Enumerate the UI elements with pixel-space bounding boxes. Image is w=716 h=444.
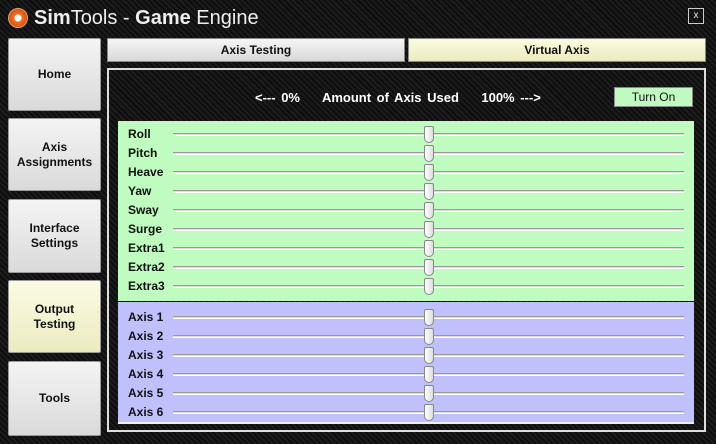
axis-label: Axis 6 [128, 405, 164, 419]
slider-thumb[interactable] [423, 278, 434, 295]
axis-row: Surge [118, 219, 694, 238]
axis-label: Heave [128, 165, 164, 179]
axis-label: Yaw [128, 184, 152, 198]
sidebar-item-interface-settings[interactable]: Interface Settings [8, 199, 101, 273]
axis-label: Axis 4 [128, 367, 164, 381]
slider-thumb[interactable] [423, 145, 434, 162]
axis-row: Heave [118, 162, 694, 181]
slider-thumb[interactable] [423, 183, 434, 200]
window-title: Sim Tools - Game Engine [8, 4, 259, 32]
game-axes-panel: Roll Pitch Heave Yaw Sway Surge Extra1 E… [118, 121, 694, 301]
axis-row: Extra2 [118, 257, 694, 276]
slider-thumb[interactable] [423, 309, 434, 326]
axis-label: Axis 3 [128, 348, 164, 362]
axis-row: Roll [118, 124, 694, 143]
axis-label: Axis 1 [128, 310, 164, 324]
axis-row: Axis 6 [118, 402, 694, 421]
tab-axis-testing[interactable]: Axis Testing [107, 38, 405, 62]
axis-row: Axis 5 [118, 383, 694, 402]
axis-usage-header: <--- 0% Amount of Axis Used 100% ---> [255, 90, 541, 105]
axis-row: Axis 4 [118, 364, 694, 383]
axis-label: Sway [128, 203, 159, 217]
sidebar-item-home[interactable]: Home [8, 38, 101, 111]
axis-label: Extra2 [128, 260, 165, 274]
sidebar-item-output-testing[interactable]: Output Testing [8, 280, 101, 353]
axis-row: Pitch [118, 143, 694, 162]
slider-thumb[interactable] [423, 259, 434, 276]
slider-thumb[interactable] [423, 347, 434, 364]
axis-label: Axis 2 [128, 329, 164, 343]
slider-thumb[interactable] [423, 328, 434, 345]
sidebar-item-axis-assignments[interactable]: Axis Assignments [8, 118, 101, 191]
slider-thumb[interactable] [423, 202, 434, 219]
tab-virtual-axis[interactable]: Virtual Axis [408, 38, 706, 62]
axis-label: Axis 5 [128, 386, 164, 400]
axis-label: Extra3 [128, 279, 165, 293]
axis-label: Surge [128, 222, 163, 236]
axis-row: Yaw [118, 181, 694, 200]
output-axes-panel: Axis 1 Axis 2 Axis 3 Axis 4 Axis 5 Axis … [118, 302, 694, 424]
axis-row: Extra1 [118, 238, 694, 257]
axis-row: Axis 1 [118, 307, 694, 326]
axis-row: Axis 2 [118, 326, 694, 345]
close-button[interactable]: x [688, 8, 704, 24]
axis-label: Roll [128, 127, 151, 141]
slider-thumb[interactable] [423, 385, 434, 402]
turn-on-button[interactable]: Turn On [614, 87, 693, 107]
slider-thumb[interactable] [423, 404, 434, 421]
slider-thumb[interactable] [423, 164, 434, 181]
slider-thumb[interactable] [423, 240, 434, 257]
axis-label: Pitch [128, 146, 158, 160]
main-panel [107, 68, 706, 432]
slider-thumb[interactable] [423, 126, 434, 143]
slider-thumb[interactable] [423, 221, 434, 238]
simtools-logo-icon [8, 8, 28, 28]
axis-row: Axis 3 [118, 345, 694, 364]
axis-label: Extra1 [128, 241, 165, 255]
slider-thumb[interactable] [423, 366, 434, 383]
axis-row: Sway [118, 200, 694, 219]
sidebar-item-tools[interactable]: Tools [8, 361, 101, 436]
axis-row: Extra3 [118, 276, 694, 295]
